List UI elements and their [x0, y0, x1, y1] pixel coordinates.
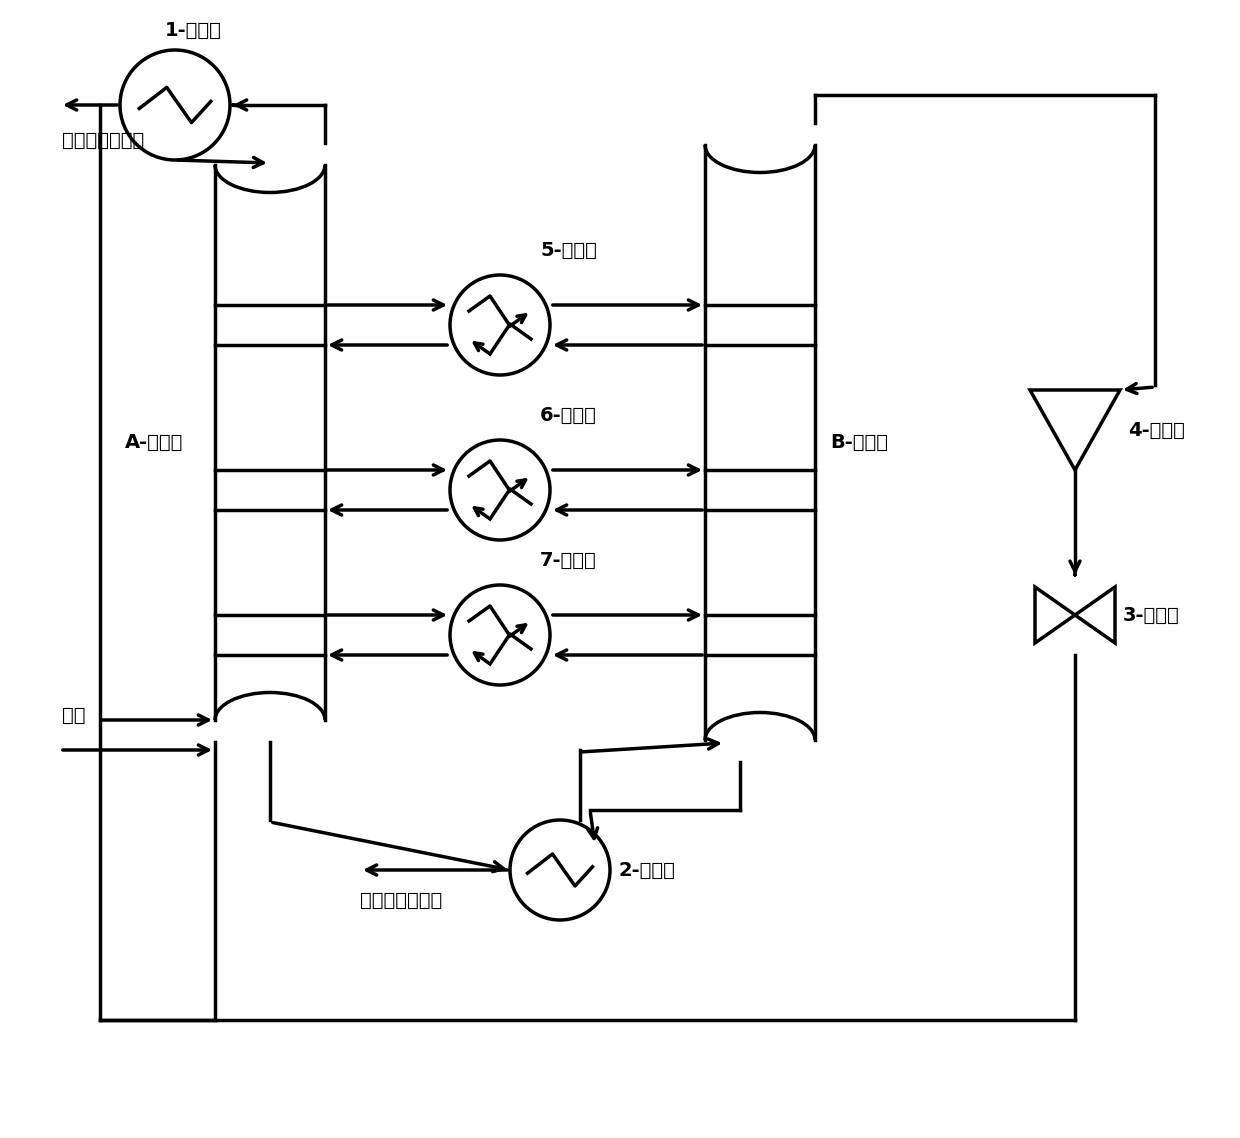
Text: 原料: 原料 — [62, 706, 86, 725]
Text: 4-压缩机: 4-压缩机 — [1128, 421, 1185, 439]
Text: 2-再沸器: 2-再沸器 — [618, 860, 675, 880]
Text: 1-冷凝器: 1-冷凝器 — [165, 20, 222, 40]
Text: A-高压塔: A-高压塔 — [125, 432, 184, 452]
Text: 一甲基三氯硅烷: 一甲基三氯硅烷 — [62, 131, 144, 149]
Text: B-低压塔: B-低压塔 — [830, 432, 888, 452]
Text: 3-减压阀: 3-减压阀 — [1123, 605, 1179, 625]
Text: 6-换热器: 6-换热器 — [539, 406, 596, 424]
Text: 5-换热器: 5-换热器 — [539, 241, 596, 259]
Text: 二甲基二氯硅烷: 二甲基二氯硅烷 — [360, 891, 443, 909]
Text: 7-换热器: 7-换热器 — [539, 551, 596, 570]
